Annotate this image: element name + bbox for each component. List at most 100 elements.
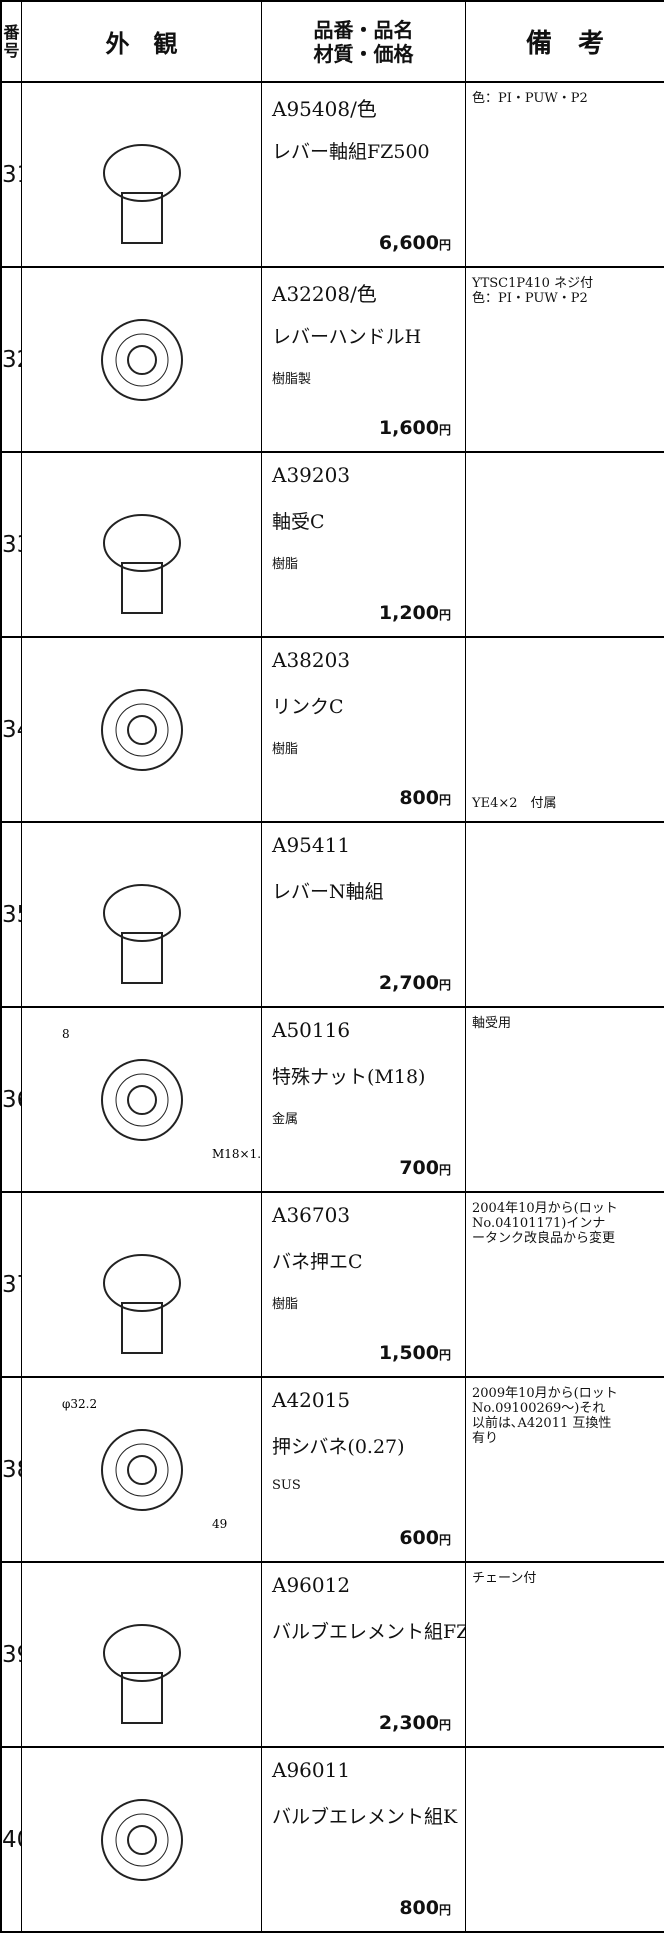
part-code: A32208/色	[272, 282, 377, 306]
header-part-line: 品番・品名	[313, 17, 414, 42]
dimension-label: 49	[212, 1517, 227, 1531]
part-name: 軸受C	[272, 511, 325, 533]
remarks-line: YTSC1P410 ネジ付	[472, 276, 594, 291]
part-row: 40 A96011 バルブエレメント組K 800円	[0, 1748, 664, 1933]
remarks-line: チェーン付	[472, 1571, 537, 1586]
part-price: 1,500円	[379, 1342, 451, 1364]
part-material: 樹脂	[272, 1297, 299, 1312]
part-code: A95411	[272, 833, 351, 857]
remarks-line: 色：PI・PUW・P2	[472, 91, 588, 106]
part-name: リンクC	[272, 696, 344, 718]
dimension-label: φ32.2	[62, 1397, 97, 1411]
remarks-line: 以前は､A42011 互換性	[472, 1416, 612, 1431]
part-number: 35	[2, 901, 21, 928]
part-name: バルブエレメント組FZ500	[272, 1621, 465, 1643]
part-name: レバーハンドルH	[272, 326, 422, 348]
part-info-cell: A50116 特殊ナット(M18) 金属 700円	[262, 1008, 466, 1191]
part-row: 37 A36703 バネ押エC 樹脂 1,500円 2004年10月から(ロットNo.04…	[0, 1193, 664, 1378]
part-name: バネ押エC	[272, 1251, 363, 1273]
part-info-cell: A38203 リンクC 樹脂 800円	[262, 638, 466, 821]
header-part: 品番・品名 材質・価格	[262, 2, 466, 81]
remarks-cell: 2004年10月から(ロット No.04101171)インナ ータンク改良品から変更	[466, 1193, 664, 1376]
part-price: 600円	[399, 1527, 451, 1549]
part-name: レバーN軸組	[272, 881, 384, 903]
header-remarks: 備 考	[525, 29, 604, 59]
part-row: 35 A95411 レバーN軸組 2,700円	[0, 823, 664, 1008]
appearance-cell	[22, 1563, 262, 1746]
part-row: 39 A96012 バルブエレメント組FZ500 2,300円 チェーン付	[0, 1563, 664, 1748]
price-unit: 円	[438, 1718, 451, 1732]
price-unit: 円	[438, 608, 451, 622]
part-info-cell: A36703 バネ押エC 樹脂 1,500円	[262, 1193, 466, 1376]
remarks-cell	[466, 453, 664, 636]
number-cell: 37	[0, 1193, 22, 1376]
appearance-cell	[22, 1193, 262, 1376]
remarks: 2009年10月から(ロット No.09100269〜)それ 以前は､A42011 …	[472, 1386, 618, 1446]
remarks-line: No.04101171)インナ	[472, 1216, 606, 1231]
part-info-cell: A96012 バルブエレメント組FZ500 2,300円	[262, 1563, 466, 1746]
price-unit: 円	[438, 423, 451, 437]
header-row: 番号 外 観 品番・品名 材質・価格 備 考	[0, 0, 664, 83]
number-cell: 34	[0, 638, 22, 821]
part-number: 36	[2, 1086, 21, 1113]
part-illustration: 8 M18×1.5	[62, 1027, 261, 1161]
dimension-label: 8	[62, 1027, 70, 1041]
part-number: 33	[2, 531, 21, 558]
part-number: 37	[2, 1271, 21, 1298]
remarks: 色：PI・PUW・P2	[472, 91, 588, 106]
price-unit: 円	[438, 793, 451, 807]
price-value: 700	[399, 1157, 439, 1179]
part-number: 40	[2, 1826, 21, 1853]
part-code: A39203	[272, 463, 351, 487]
price-value: 6,600	[378, 232, 439, 254]
part-code: A95408/色	[272, 97, 377, 121]
price-unit: 円	[438, 238, 451, 252]
part-illustration	[103, 144, 181, 244]
price-value: 1,500	[378, 1342, 439, 1364]
part-code: A36703	[272, 1203, 351, 1227]
part-material: SUS	[272, 1478, 301, 1493]
price-unit: 円	[438, 1903, 451, 1917]
part-name: 押シバネ(0.27)	[272, 1436, 405, 1458]
remarks: YTSC1P410 ネジ付 色：PI・PUW・P2	[472, 276, 593, 306]
part-name: レバー軸組FZ500	[272, 141, 430, 163]
appearance-cell	[22, 268, 262, 451]
part-illustration	[101, 689, 183, 771]
part-code: A96011	[272, 1758, 351, 1782]
remarks-bottom: YE4×2 付属	[472, 796, 557, 811]
price-unit: 円	[438, 1348, 451, 1362]
part-info-cell: A95408/色レバー軸組FZ500 6,600円	[262, 83, 466, 266]
price-value: 1,600	[378, 417, 439, 439]
part-info-cell: A96011 バルブエレメント組K 800円	[262, 1748, 466, 1931]
appearance-cell: φ32.2 49	[22, 1378, 262, 1561]
part-name: 特殊ナット(M18)	[272, 1066, 426, 1088]
part-illustration	[103, 1254, 181, 1354]
part-info-cell: A95411 レバーN軸組 2,700円	[262, 823, 466, 1006]
part-material: 樹脂	[272, 557, 299, 572]
appearance-cell	[22, 823, 262, 1006]
number-cell: 31	[0, 83, 22, 266]
part-row: 33 A39203 軸受C 樹脂 1,200円	[0, 453, 664, 638]
appearance-cell	[22, 638, 262, 821]
part-price: 1,600円	[379, 417, 451, 439]
remarks-line: 2009年10月から(ロット	[472, 1386, 618, 1401]
price-unit: 円	[438, 1163, 451, 1177]
remarks-line: 2004年10月から(ロット	[472, 1201, 618, 1216]
remarks-cell: YE4×2 付属	[466, 638, 664, 821]
part-material: 樹脂	[272, 742, 299, 757]
part-price: 2,300円	[379, 1712, 451, 1734]
number-cell: 39	[0, 1563, 22, 1746]
appearance-cell	[22, 453, 262, 636]
remarks-cell: 軸受用	[466, 1008, 664, 1191]
part-row: 34 A38203 リンクC 樹脂 800円 YE4×2 付属	[0, 638, 664, 823]
price-value: 600	[399, 1527, 439, 1549]
remarks: チェーン付	[472, 1571, 536, 1586]
part-price: 6,600円	[379, 232, 451, 254]
number-cell: 33	[0, 453, 22, 636]
part-price: 800円	[399, 1897, 451, 1919]
remarks-line: 色：PI・PUW・P2	[472, 291, 588, 306]
appearance-cell: 8 M18×1.5	[22, 1008, 262, 1191]
price-unit: 円	[438, 1533, 451, 1547]
